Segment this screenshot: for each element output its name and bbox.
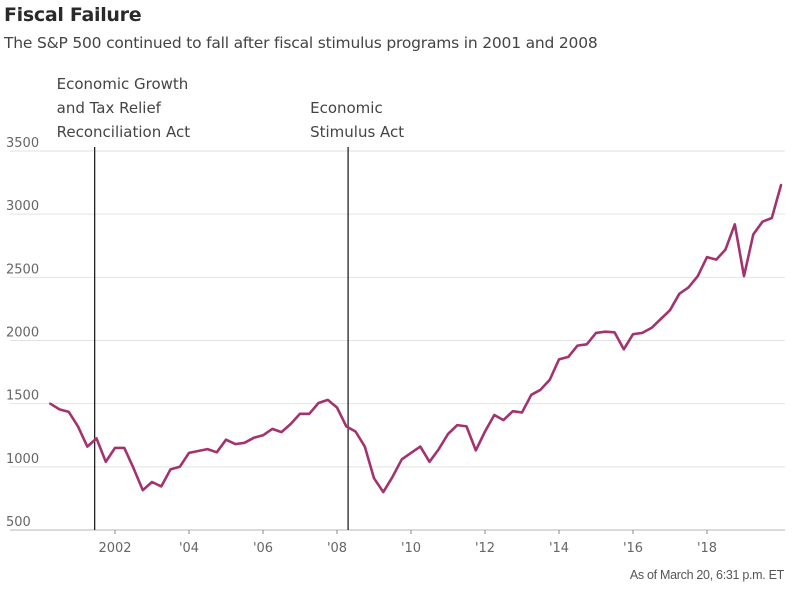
x-axis: 2002 '04 '06 '08 '10 '12 '14 '16 '18 bbox=[98, 530, 717, 556]
y-tick-label: 1000 bbox=[6, 452, 39, 467]
y-tick-label: 3500 bbox=[6, 136, 39, 151]
x-tick-label: '04 bbox=[179, 541, 199, 556]
annotation-label: Stimulus Act bbox=[310, 123, 404, 141]
y-tick-label: 500 bbox=[6, 515, 31, 530]
x-tick-label: '18 bbox=[697, 541, 717, 556]
annotation-label: and Tax Relief bbox=[57, 99, 162, 117]
x-tick-label: '08 bbox=[327, 541, 347, 556]
annotation-label: Economic Growth bbox=[57, 75, 189, 93]
y-axis: 500 1000 1500 2000 2500 3000 3500 bbox=[6, 136, 39, 530]
gridlines bbox=[10, 150, 785, 531]
chart-subtitle: The S&P 500 continued to fall after fisc… bbox=[4, 34, 598, 52]
annotation-label: Reconciliation Act bbox=[57, 123, 191, 141]
x-tick-label: '12 bbox=[475, 541, 495, 556]
chart-title: Fiscal Failure bbox=[4, 4, 142, 26]
series-layer bbox=[48, 183, 783, 494]
x-tick-label: '06 bbox=[253, 541, 273, 556]
x-tick-label: '10 bbox=[401, 541, 421, 556]
timestamp-note: As of March 20, 6:31 p.m. ET bbox=[629, 568, 784, 582]
y-tick-label: 2000 bbox=[6, 326, 39, 341]
x-tick-label: '14 bbox=[549, 541, 569, 556]
sp500-line bbox=[48, 183, 783, 494]
annotation-label: Economic bbox=[310, 99, 383, 117]
annotations: Economic Growth and Tax Relief Reconciliat… bbox=[57, 75, 404, 530]
x-tick-label: 2002 bbox=[98, 541, 131, 556]
x-tick-label: '16 bbox=[623, 541, 643, 556]
y-tick-label: 2500 bbox=[6, 262, 39, 277]
y-tick-label: 3000 bbox=[6, 199, 39, 214]
y-tick-label: 1500 bbox=[6, 389, 39, 404]
